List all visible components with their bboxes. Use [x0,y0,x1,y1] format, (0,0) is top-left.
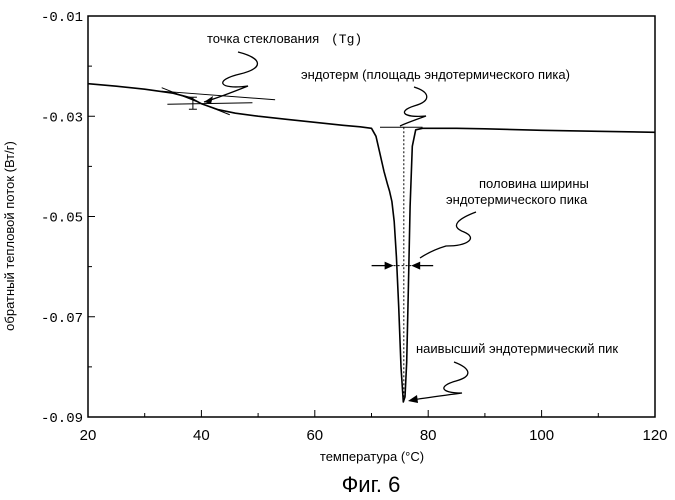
annotation-tg-symbol: (Tg) [331,32,362,47]
y-tick-label: -0.01 [41,10,83,26]
x-tick-label: 20 [80,427,97,444]
y-tick-label: -0.07 [41,311,83,327]
y-axis-label: обратный тепловой поток (Вт/г) [2,141,17,331]
leader-highest-peak [412,362,468,400]
leader-endotherm-area [400,87,427,126]
leader-highest-peak-arrowhead [408,395,418,403]
x-tick-label: 40 [193,427,210,444]
y-tick-label: -0.09 [41,411,83,427]
figure-caption: Фиг. 6 [342,472,401,497]
annotation-half-width-line1: половина ширины [479,176,589,191]
half-width-arrow-left-head [385,262,394,270]
leader-half-width [420,212,476,258]
dsc-chart: 20406080100120-0.01-0.03-0.05-0.07-0.09 … [0,0,675,500]
leader-tg-arrowhead [204,96,213,104]
tg-tangent-line [162,88,230,115]
y-tick-label: -0.03 [41,110,83,126]
half-width-arrow-right-head [411,262,420,270]
annotation-endotherm-area: эндотерм (площадь эндотермического пика) [301,67,570,82]
figure: 20406080100120-0.01-0.03-0.05-0.07-0.09 … [0,0,675,500]
x-axis-label: температура (°C) [320,449,424,464]
y-tick-label: -0.05 [41,211,83,227]
annotation-half-width-line2: эндотермического пика [446,192,588,207]
x-tick-label: 60 [306,427,323,444]
annotation-highest-peak: наивысший эндотермический пик [416,341,618,356]
x-tick-label: 120 [642,427,667,444]
x-tick-label: 80 [420,427,437,444]
x-tick-label: 100 [529,427,554,444]
annotation-tg-label: точка стеклования [207,31,319,46]
